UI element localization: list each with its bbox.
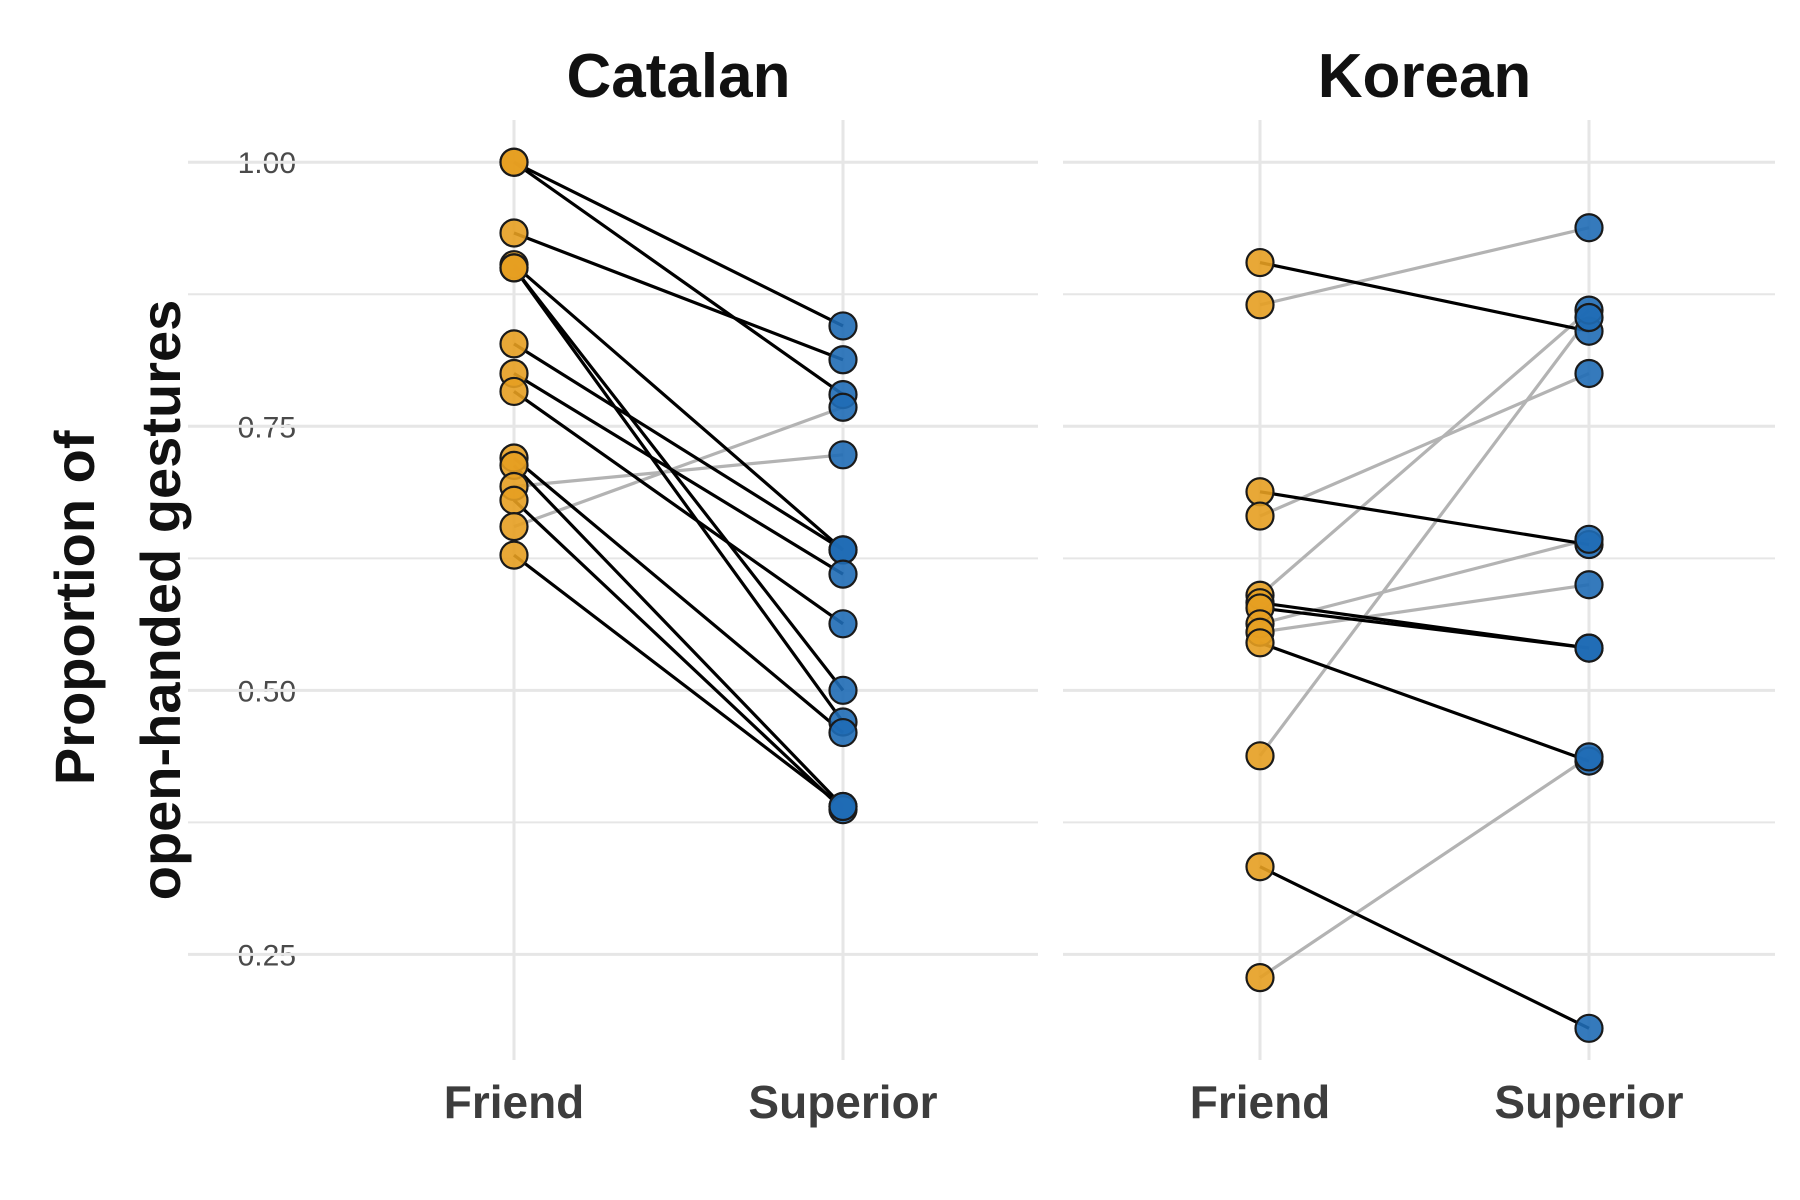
pair-line-decrease	[512, 266, 845, 723]
panel-catalan-lines	[512, 160, 845, 811]
pair-line-decrease	[512, 464, 845, 808]
pair-line-increase	[1259, 372, 1590, 518]
panel-korean-lines	[1258, 226, 1591, 1030]
point-superior	[1574, 358, 1604, 389]
point-friend	[1245, 477, 1275, 507]
x-tick-label-friend: Friend	[444, 1076, 585, 1128]
point-friend	[1245, 628, 1275, 658]
point-friend	[499, 540, 529, 570]
point-superior	[828, 345, 858, 375]
pair-line-decrease	[1259, 261, 1590, 333]
point-superior	[1574, 213, 1604, 243]
pair-line-decrease	[512, 456, 845, 734]
pair-line-increase	[1259, 583, 1590, 634]
y-axis-title-line-2: open-handed gestures	[129, 300, 192, 901]
y-axis-title: Proportion of open-handed gestures	[43, 300, 192, 901]
panel-catalan-points	[499, 147, 858, 825]
point-superior	[828, 791, 858, 822]
pair-line-decrease	[1259, 606, 1590, 650]
point-superior	[1574, 524, 1604, 554]
point-superior	[828, 392, 858, 422]
point-superior	[828, 559, 858, 589]
pair-line-increase	[1258, 308, 1591, 597]
pair-line-decrease	[513, 342, 844, 552]
panel-catalan-grid	[188, 120, 1038, 1060]
point-friend	[499, 253, 529, 283]
pair-line-decrease	[513, 160, 844, 328]
pair-line-increase	[513, 453, 844, 489]
panel-korean: Korean Friend Superior	[1063, 42, 1775, 1128]
point-superior	[828, 535, 858, 565]
pair-line-decrease	[512, 263, 845, 552]
pair-line-increase	[1259, 226, 1590, 307]
pair-line-decrease	[513, 553, 844, 808]
point-friend	[499, 218, 529, 248]
point-friend	[1245, 290, 1275, 320]
pair-line-increase	[1258, 316, 1591, 757]
pair-line-increase	[1259, 755, 1590, 979]
pair-line-decrease	[513, 231, 844, 362]
pair-line-decrease	[512, 266, 845, 692]
pair-line-decrease	[1259, 641, 1590, 763]
panel-catalan-x-ticks: Friend Superior	[444, 1076, 938, 1128]
point-friend	[1245, 247, 1275, 278]
panel-catalan: Catalan Friend Superior	[188, 42, 1038, 1128]
point-friend	[1245, 963, 1275, 993]
x-tick-label-superior: Superior	[1494, 1076, 1683, 1128]
point-superior	[828, 675, 858, 705]
point-superior	[1574, 633, 1604, 663]
point-superior	[1574, 570, 1604, 600]
point-friend	[1245, 501, 1275, 531]
panel-title-korean: Korean	[1318, 42, 1532, 111]
point-friend	[499, 376, 529, 407]
point-friend	[499, 485, 529, 515]
point-friend	[499, 147, 529, 177]
pair-line-decrease	[512, 499, 845, 811]
point-superior	[828, 717, 858, 748]
panel-korean-points	[1245, 213, 1604, 1043]
pair-line-decrease	[513, 390, 844, 626]
panel-title-catalan: Catalan	[567, 42, 791, 111]
point-superior	[1574, 302, 1604, 333]
x-tick-label-friend: Friend	[1190, 1076, 1331, 1128]
pair-line-decrease	[1259, 865, 1590, 1030]
point-superior	[828, 311, 858, 341]
y-axis-title-line-1: Proportion of	[43, 430, 106, 785]
point-friend	[1245, 741, 1275, 771]
x-tick-label-superior: Superior	[748, 1076, 937, 1128]
point-superior	[1574, 1013, 1604, 1043]
point-superior	[1574, 742, 1604, 772]
pair-line-decrease	[513, 160, 844, 396]
point-superior	[828, 440, 858, 470]
panel-korean-x-ticks: Friend Superior	[1190, 1076, 1684, 1128]
point-superior	[828, 609, 858, 639]
pair-line-decrease	[513, 372, 844, 576]
point-friend	[1245, 852, 1275, 882]
pair-line-decrease	[1259, 490, 1590, 547]
point-friend	[499, 512, 529, 542]
point-friend	[499, 329, 529, 359]
pair-line-increase	[513, 405, 844, 529]
